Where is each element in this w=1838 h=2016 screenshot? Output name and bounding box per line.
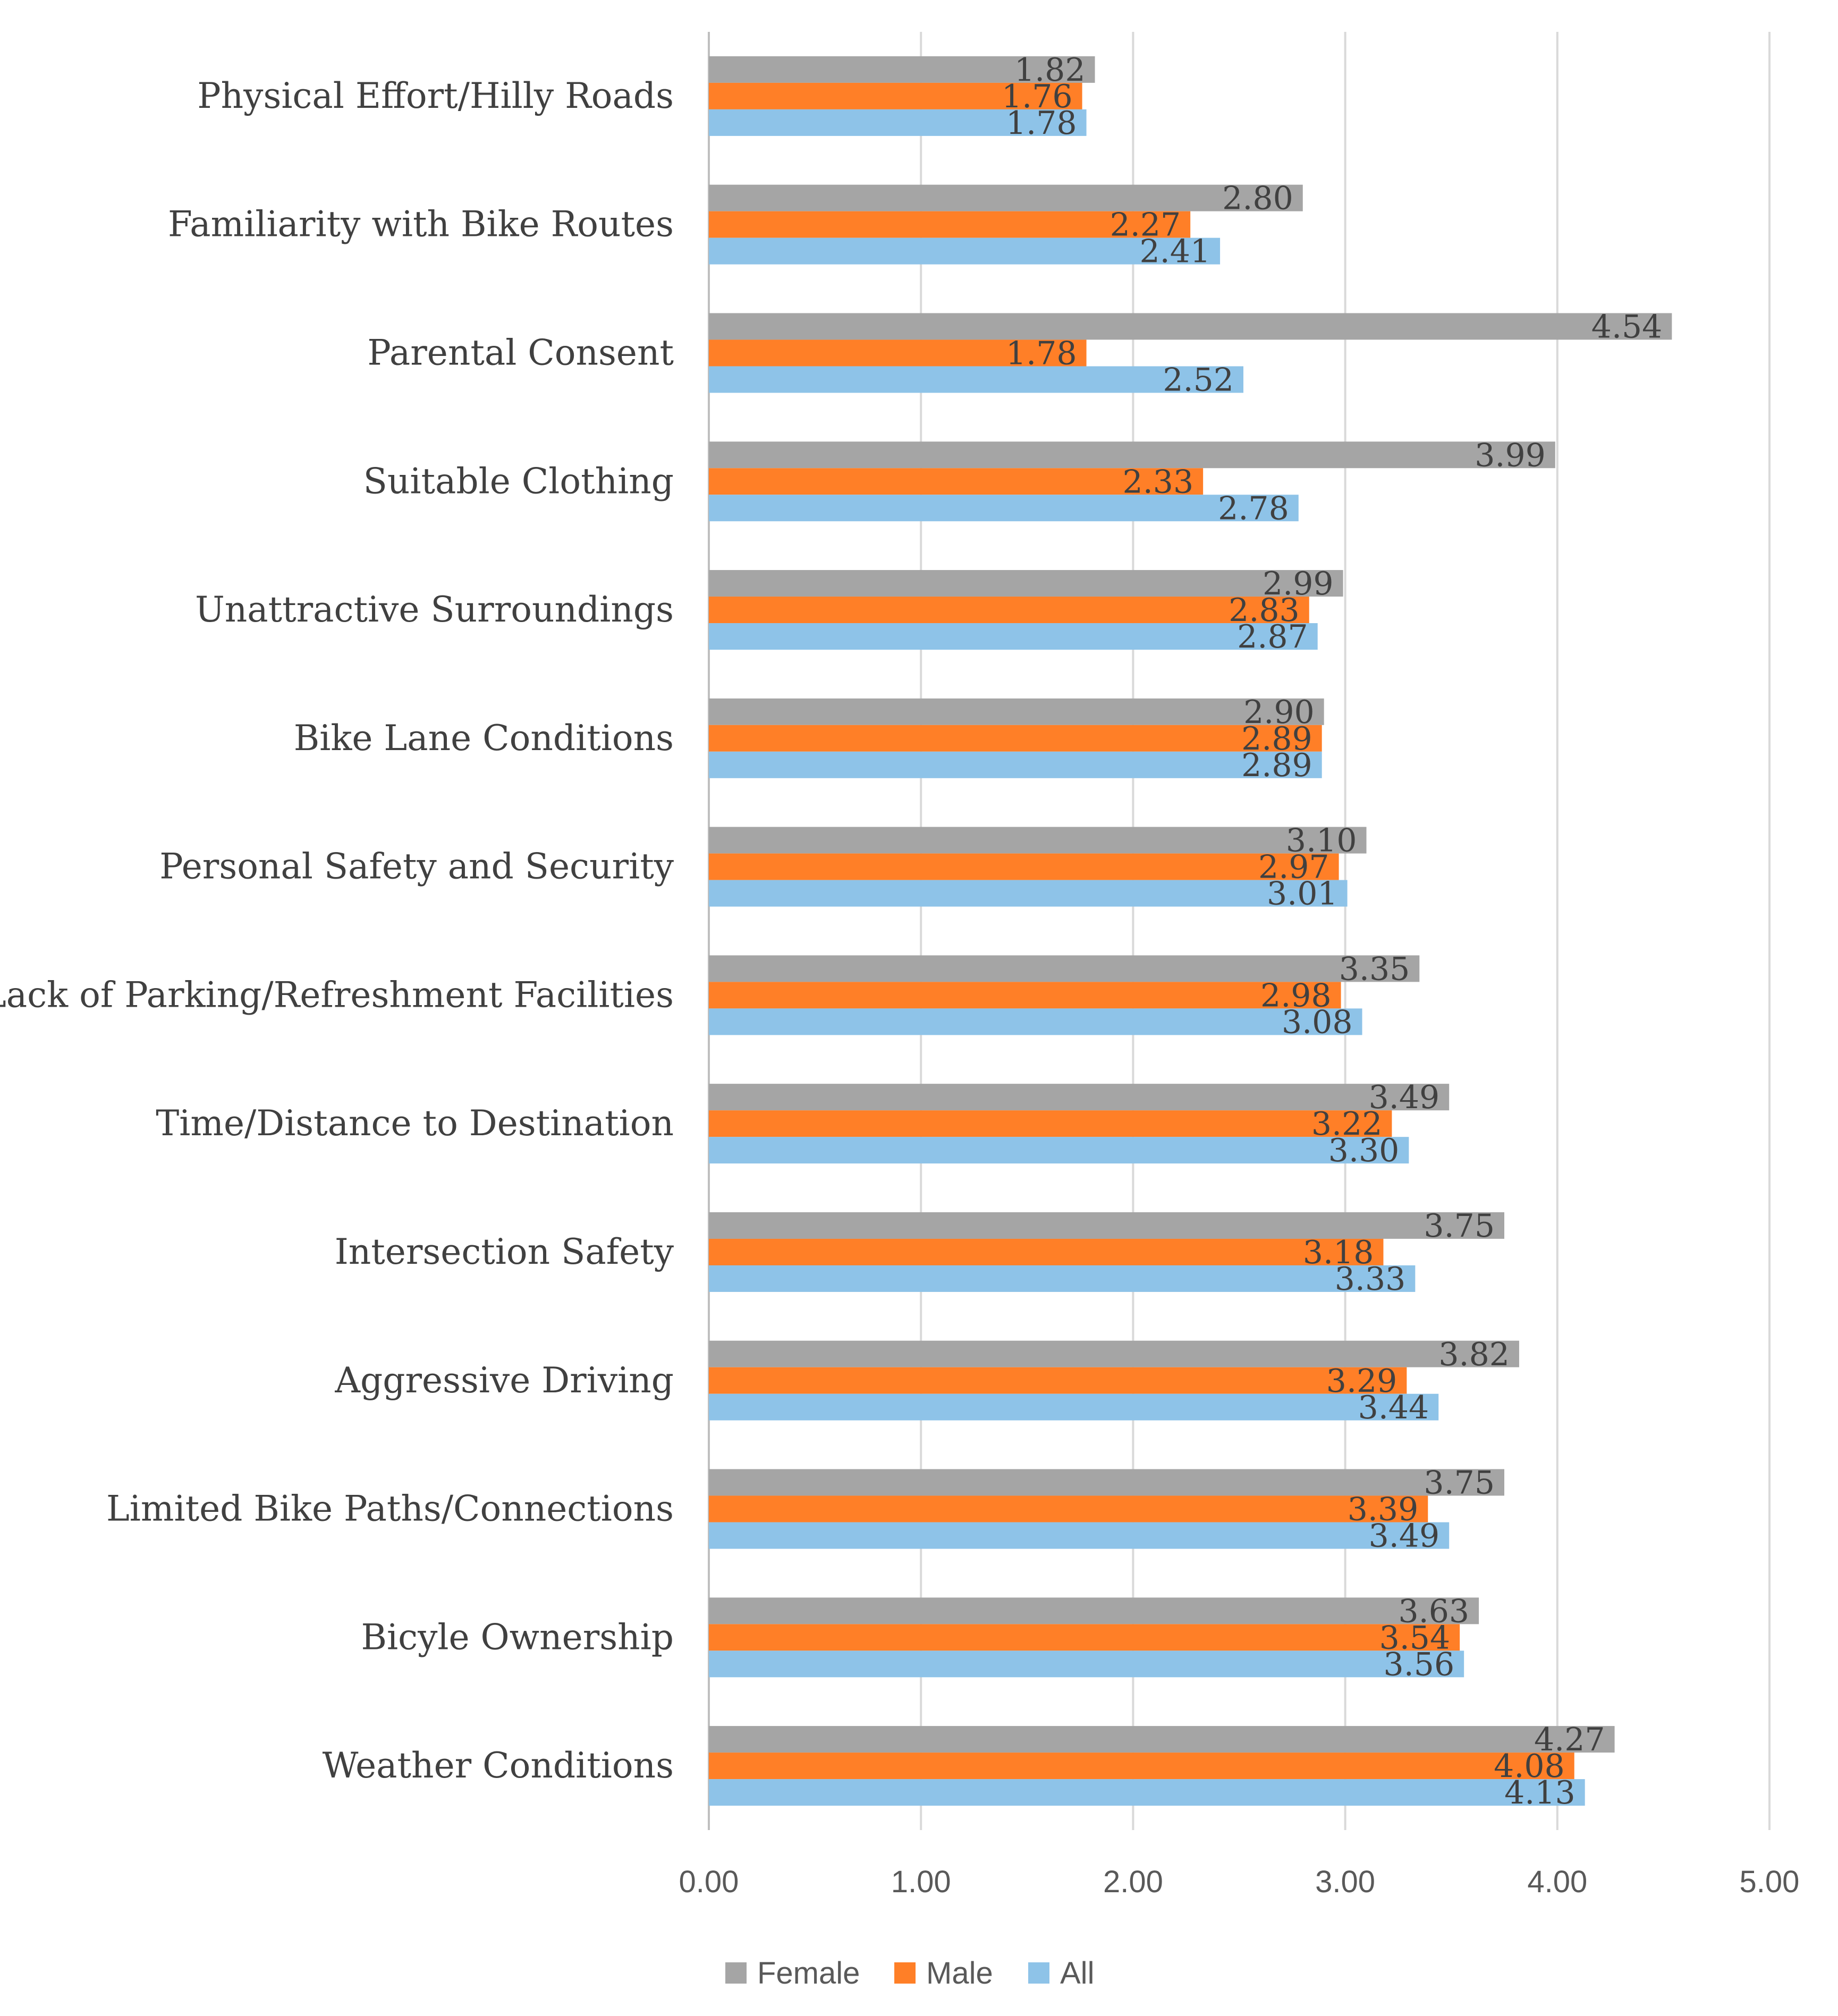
x-tick-label: 3.00 — [1315, 1865, 1375, 1899]
data-label-all: 2.78 — [1218, 490, 1289, 527]
legend-label-female: Female — [757, 1956, 860, 1991]
bar-all — [709, 623, 1318, 650]
x-tick-label: 5.00 — [1740, 1865, 1800, 1899]
data-label-male: 2.33 — [1123, 463, 1194, 500]
bar-male — [709, 1367, 1407, 1394]
x-tick-label: 0.00 — [679, 1865, 739, 1899]
data-label-male: 1.78 — [1006, 335, 1077, 372]
category-label: Physical Effort/Hilly Roads — [197, 75, 674, 116]
category-label: Time/Distance to Destination — [156, 1103, 674, 1144]
category-label: Familiarity with Bike Routes — [168, 204, 674, 245]
x-axis-ticks: 0.00 1.00 2.00 3.00 4.00 5.00 — [679, 1865, 1800, 1899]
category-label: Personal Safety and Security — [159, 846, 674, 887]
bar-male — [709, 597, 1309, 623]
x-tick-label: 2.00 — [1103, 1865, 1163, 1899]
category-label: Bicyle Ownership — [361, 1617, 674, 1657]
bar-all — [709, 1779, 1585, 1806]
bar-male — [709, 1496, 1428, 1522]
data-label-all: 2.89 — [1241, 747, 1312, 784]
bar-all — [709, 1137, 1409, 1163]
category-label: Unattractive Surroundings — [195, 589, 674, 630]
data-label-all: 2.87 — [1237, 618, 1308, 656]
data-label-all: 3.44 — [1358, 1389, 1429, 1426]
bar-male — [709, 982, 1341, 1008]
data-label-female: 3.35 — [1339, 950, 1410, 988]
bar-male — [709, 1753, 1574, 1779]
data-label-all: 2.41 — [1139, 233, 1210, 270]
bar-male — [709, 1239, 1383, 1265]
gridlines — [709, 32, 1769, 1830]
legend-swatch-female — [725, 1962, 747, 1984]
legend: Female Male All — [725, 1956, 1094, 1991]
category-label: Limited Bike Paths/Connections — [106, 1488, 674, 1529]
data-label-all: 4.13 — [1504, 1774, 1576, 1811]
data-label-all: 3.30 — [1328, 1132, 1400, 1169]
data-label-female: 4.54 — [1591, 308, 1663, 345]
bar-all — [709, 752, 1322, 778]
category-label: Weather Conditions — [323, 1745, 674, 1786]
legend-label-all: All — [1060, 1956, 1094, 1991]
data-label-female: 3.99 — [1475, 437, 1546, 474]
category-label: Aggressive Driving — [334, 1360, 674, 1401]
data-label-female: 3.75 — [1424, 1207, 1495, 1245]
bar-female — [709, 185, 1303, 211]
category-label: Lack of Parking/Refreshment Facilities — [0, 974, 674, 1015]
bar-male — [709, 854, 1339, 880]
bar-female — [709, 313, 1672, 339]
legend-swatch-male — [894, 1962, 916, 1984]
data-label-all: 3.01 — [1267, 875, 1338, 913]
data-label-female: 2.80 — [1222, 180, 1293, 217]
legend-label-male: Male — [926, 1956, 993, 1991]
bar-female — [709, 1597, 1479, 1624]
category-label: Bike Lane Conditions — [294, 718, 674, 759]
bar-male — [709, 725, 1322, 752]
data-label-all: 3.08 — [1282, 1003, 1353, 1041]
bar-female — [709, 1726, 1615, 1753]
legend-swatch-all — [1028, 1962, 1049, 1984]
bar-female — [709, 1212, 1504, 1239]
category-label: Intersection Safety — [335, 1231, 674, 1272]
bar-all — [709, 1522, 1449, 1549]
bar-male — [709, 1624, 1460, 1651]
data-label-all: 3.49 — [1369, 1518, 1440, 1555]
data-label-all: 2.52 — [1163, 361, 1234, 398]
x-tick-label: 4.00 — [1527, 1865, 1587, 1899]
x-tick-label: 1.00 — [891, 1865, 951, 1899]
bars — [709, 56, 1672, 1806]
bar-all — [709, 495, 1299, 521]
bar-all — [709, 1651, 1464, 1677]
bar-female — [709, 699, 1324, 725]
data-label-female: 3.75 — [1424, 1465, 1495, 1502]
data-label-all: 3.33 — [1335, 1261, 1406, 1298]
data-label-all: 3.56 — [1384, 1646, 1455, 1683]
bar-male — [709, 1110, 1392, 1137]
data-label-female: 3.82 — [1438, 1336, 1510, 1373]
category-label: Suitable Clothing — [363, 461, 674, 501]
bar-female — [709, 1341, 1519, 1367]
data-label-all: 1.78 — [1006, 105, 1077, 142]
category-label: Parental Consent — [367, 332, 674, 373]
category-labels: Physical Effort/Hilly Roads Familiarity w… — [0, 75, 674, 1786]
bar-chart: Physical Effort/Hilly Roads Familiarity w… — [0, 0, 1838, 2016]
bar-all — [709, 880, 1348, 907]
